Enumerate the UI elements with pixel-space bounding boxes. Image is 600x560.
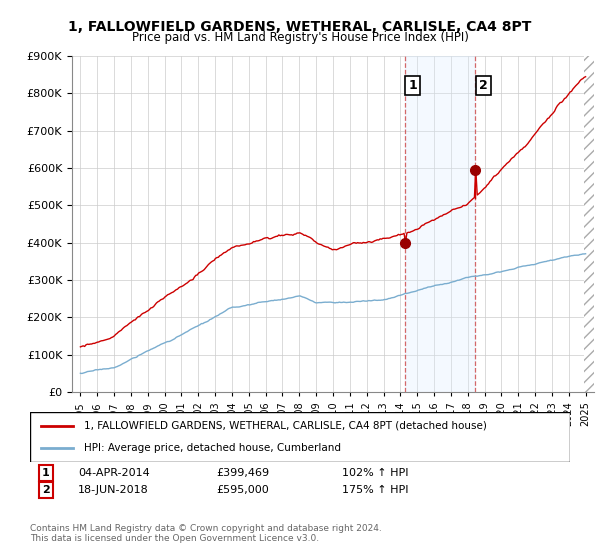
FancyBboxPatch shape <box>30 412 570 462</box>
Text: Contains HM Land Registry data © Crown copyright and database right 2024.
This d: Contains HM Land Registry data © Crown c… <box>30 524 382 543</box>
Bar <box>405 56 475 392</box>
Text: 1, FALLOWFIELD GARDENS, WETHERAL, CARLISLE, CA4 8PT: 1, FALLOWFIELD GARDENS, WETHERAL, CARLIS… <box>68 20 532 34</box>
Text: £399,469: £399,469 <box>216 468 269 478</box>
Text: HPI: Average price, detached house, Cumberland: HPI: Average price, detached house, Cumb… <box>84 443 341 453</box>
Text: £595,000: £595,000 <box>216 485 269 495</box>
Bar <box>584 56 600 392</box>
Text: Price paid vs. HM Land Registry's House Price Index (HPI): Price paid vs. HM Land Registry's House … <box>131 31 469 44</box>
Text: 1: 1 <box>42 468 50 478</box>
Text: 1: 1 <box>408 80 417 92</box>
Text: 18-JUN-2018: 18-JUN-2018 <box>78 485 149 495</box>
Text: 04-APR-2014: 04-APR-2014 <box>78 468 150 478</box>
Bar <box>586 56 600 392</box>
Text: 2: 2 <box>42 485 50 495</box>
Text: 1, FALLOWFIELD GARDENS, WETHERAL, CARLISLE, CA4 8PT (detached house): 1, FALLOWFIELD GARDENS, WETHERAL, CARLIS… <box>84 421 487 431</box>
Text: 2: 2 <box>479 80 488 92</box>
Text: 175% ↑ HPI: 175% ↑ HPI <box>342 485 409 495</box>
Text: 102% ↑ HPI: 102% ↑ HPI <box>342 468 409 478</box>
